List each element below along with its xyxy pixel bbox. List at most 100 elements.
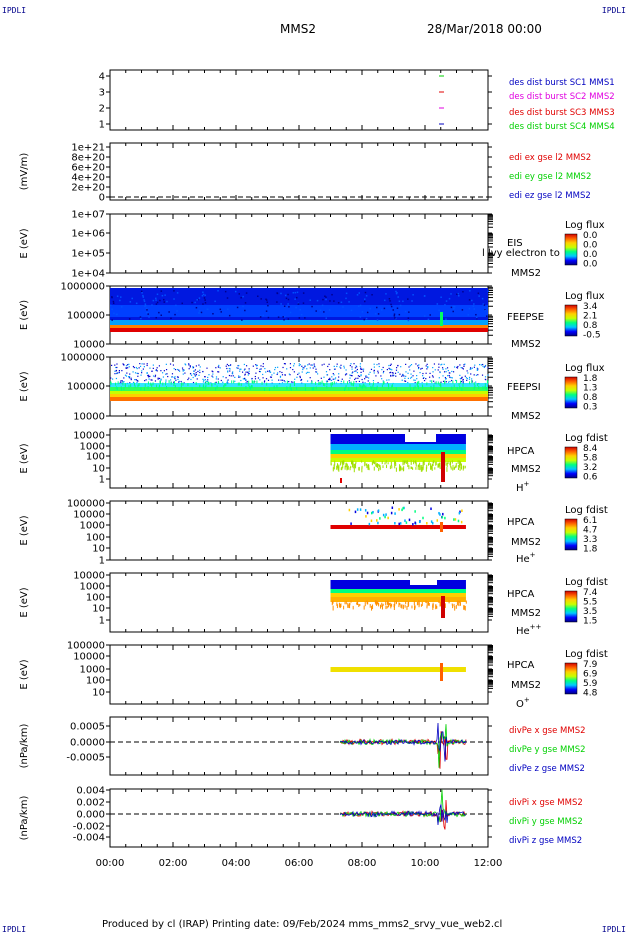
noise-dot bbox=[459, 600, 461, 603]
series-line bbox=[339, 731, 467, 769]
noise-dot bbox=[208, 374, 210, 376]
noise-dot bbox=[204, 302, 207, 304]
noise-dot bbox=[415, 462, 417, 467]
noise-dot bbox=[169, 363, 172, 365]
species-label: O+ bbox=[516, 696, 530, 710]
noise-dot bbox=[350, 465, 352, 469]
y-tick-label: -0.004 bbox=[73, 833, 105, 844]
noise-dot bbox=[394, 463, 396, 469]
noise-dot bbox=[147, 313, 149, 315]
noise-dot bbox=[394, 461, 396, 464]
noise-dot bbox=[461, 376, 463, 378]
noise-dot bbox=[326, 381, 328, 385]
noise-dot bbox=[371, 605, 373, 611]
noise-dot bbox=[204, 379, 206, 381]
noise-dot bbox=[369, 371, 371, 373]
noise-dot bbox=[412, 467, 414, 470]
noise-dot bbox=[259, 315, 262, 317]
noise-dot bbox=[377, 372, 379, 374]
noise-dot bbox=[378, 603, 380, 607]
colorbar-tick-label: 4.7 bbox=[583, 526, 597, 536]
y-tick-label: 6e+20 bbox=[71, 163, 105, 174]
noise-dot bbox=[382, 603, 384, 606]
noise-dot bbox=[130, 377, 132, 379]
noise-dot bbox=[269, 371, 272, 373]
noise-dot bbox=[124, 374, 127, 376]
colorbar-tick-label: 0.0 bbox=[583, 231, 598, 241]
noise-dot bbox=[228, 364, 230, 367]
noise-dot bbox=[316, 371, 318, 373]
noise-dot bbox=[284, 381, 286, 383]
colorbar-tick-label: 7.9 bbox=[583, 660, 598, 670]
noise-dot bbox=[258, 370, 261, 373]
noise-dot bbox=[418, 380, 420, 384]
noise-dot bbox=[324, 383, 326, 387]
noise-dot bbox=[254, 378, 257, 380]
y-tick-label: 100000 bbox=[67, 641, 105, 652]
noise-dot bbox=[167, 375, 169, 378]
noise-dot bbox=[289, 374, 291, 376]
y-tick-label: 1000 bbox=[80, 665, 105, 676]
noise-dot bbox=[332, 467, 334, 472]
noise-dot bbox=[340, 461, 342, 466]
noise-dot bbox=[473, 374, 475, 376]
noise-dot bbox=[288, 306, 290, 308]
legend-entry: divPi z gse MMS2 bbox=[509, 836, 582, 846]
noise-dot bbox=[116, 372, 118, 374]
noise-dot bbox=[340, 367, 342, 369]
noise-dot bbox=[312, 367, 314, 369]
noise-dot bbox=[111, 296, 113, 299]
noise-dot bbox=[407, 372, 409, 374]
noise-dot bbox=[300, 379, 302, 381]
y-tick-label: 1e+05 bbox=[71, 249, 105, 260]
noise-dot bbox=[183, 382, 185, 384]
noise-dot bbox=[352, 383, 354, 387]
noise-dot bbox=[342, 306, 344, 308]
legend-entry: divPe z gse MMS2 bbox=[509, 764, 585, 774]
noise-dot bbox=[328, 378, 330, 381]
noise-dot bbox=[307, 364, 309, 366]
noise-dot bbox=[341, 461, 343, 465]
noise-dot bbox=[311, 305, 313, 308]
spectrogram-spike bbox=[440, 522, 443, 532]
noise-dot bbox=[470, 368, 472, 370]
noise-dot bbox=[228, 374, 231, 377]
noise-dot bbox=[310, 364, 312, 366]
noise-dot bbox=[385, 513, 387, 516]
noise-dot bbox=[389, 372, 391, 374]
noise-dot bbox=[339, 604, 341, 607]
noise-dot bbox=[366, 311, 369, 314]
noise-dot bbox=[422, 377, 424, 380]
noise-dot bbox=[460, 366, 462, 369]
noise-dot bbox=[158, 384, 160, 388]
noise-dot bbox=[364, 300, 366, 303]
noise-dot bbox=[424, 315, 426, 317]
legend-entry: des dist burst SC3 MMS3 bbox=[509, 108, 615, 118]
noise-dot bbox=[457, 460, 459, 464]
noise-dot bbox=[299, 364, 301, 366]
noise-dot bbox=[439, 601, 441, 607]
noise-dot bbox=[438, 363, 440, 365]
instrument-label: MMS2 bbox=[511, 537, 541, 548]
noise-dot bbox=[136, 372, 138, 374]
noise-dot bbox=[337, 379, 339, 381]
noise-dot bbox=[178, 370, 181, 372]
noise-dot bbox=[309, 377, 311, 379]
y-tick-label: 2 bbox=[99, 104, 105, 115]
noise-dot bbox=[301, 371, 303, 373]
noise-dot bbox=[486, 315, 488, 317]
noise-dot bbox=[257, 377, 260, 379]
noise-dot bbox=[422, 372, 424, 375]
noise-dot bbox=[351, 375, 353, 377]
species-label: He+ bbox=[516, 551, 536, 565]
noise-dot bbox=[348, 508, 351, 512]
noise-dot bbox=[325, 317, 328, 319]
noise-dot bbox=[226, 382, 228, 384]
noise-dot bbox=[398, 466, 400, 472]
noise-dot bbox=[143, 363, 145, 365]
noise-dot bbox=[398, 522, 400, 526]
noise-dot bbox=[197, 370, 199, 373]
noise-dot bbox=[365, 515, 367, 518]
noise-dot bbox=[163, 301, 165, 303]
noise-dot bbox=[134, 372, 137, 374]
